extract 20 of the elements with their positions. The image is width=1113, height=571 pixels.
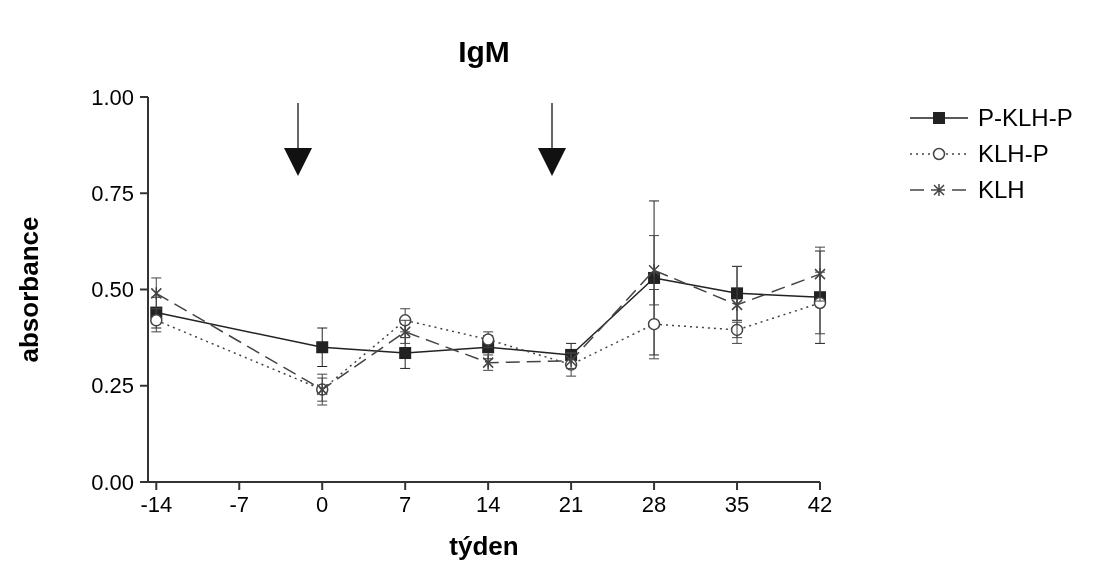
y-tick-label: 0.75 <box>91 180 134 206</box>
y-tick-label: 0.00 <box>91 469 134 495</box>
x-tick-label: 28 <box>641 492 667 517</box>
y-tick-label: 0.25 <box>91 373 134 399</box>
y-tick-label: 1.00 <box>91 84 134 110</box>
x-tick-label: 35 <box>724 492 750 517</box>
x-tick-label: 21 <box>558 492 584 517</box>
x-tick-label: 7 <box>399 492 412 517</box>
y-axis-title: absorbance <box>14 216 44 363</box>
legend-label: KLH <box>978 176 1025 204</box>
legend-label: KLH-P <box>978 140 1049 168</box>
x-tick-label: -7 <box>229 492 250 517</box>
chart-title: IgM <box>458 35 510 68</box>
y-tick-label: 0.50 <box>91 277 134 303</box>
x-tick-label: -14 <box>140 492 173 517</box>
x-tick-label: 42 <box>807 492 833 517</box>
x-tick-label: 14 <box>475 492 501 517</box>
x-tick-label: 0 <box>316 492 329 517</box>
legend-label: P-KLH-P <box>978 104 1073 132</box>
x-axis-title: týden <box>449 531 519 561</box>
